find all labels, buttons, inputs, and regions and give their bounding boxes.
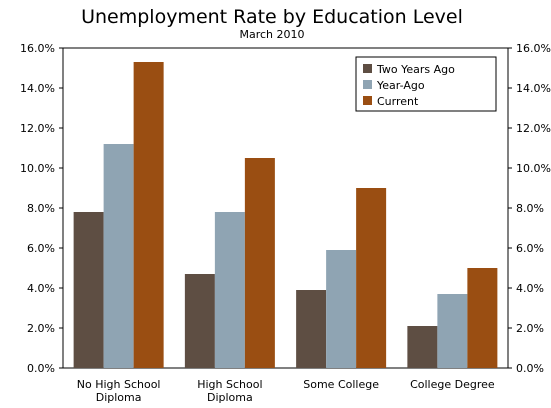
legend-label: Current bbox=[377, 95, 419, 108]
y-tick-label-right: 10.0% bbox=[516, 162, 551, 175]
y-tick-label-right: 16.0% bbox=[516, 42, 551, 55]
y-tick-label-left: 8.0% bbox=[27, 202, 55, 215]
bar-year-ago-1 bbox=[214, 212, 245, 368]
bar-year-ago-3 bbox=[437, 294, 468, 368]
y-tick-label-left: 16.0% bbox=[20, 42, 55, 55]
y-tick-label-right: 6.0% bbox=[516, 242, 544, 255]
y-tick-label-left: 10.0% bbox=[20, 162, 55, 175]
bar-current-1 bbox=[244, 158, 275, 368]
bar-two-years-ago-3 bbox=[407, 326, 438, 368]
legend-box bbox=[355, 56, 497, 112]
bar-two-years-ago-1 bbox=[184, 274, 215, 368]
y-tick-label-right: 4.0% bbox=[516, 282, 544, 295]
bar-current-2 bbox=[356, 188, 387, 368]
y-tick-label-left: 4.0% bbox=[27, 282, 55, 295]
bar-current-3 bbox=[467, 268, 498, 368]
bar-year-ago-0 bbox=[103, 144, 134, 368]
bar-current-0 bbox=[133, 62, 164, 368]
x-category-label: Diploma bbox=[96, 391, 142, 404]
bar-two-years-ago-0 bbox=[73, 212, 104, 368]
y-tick-label-left: 2.0% bbox=[27, 322, 55, 335]
chart-title: Unemployment Rate by Education Level bbox=[81, 6, 463, 28]
legend-swatch bbox=[363, 64, 372, 73]
x-category-label: No High School bbox=[77, 378, 161, 391]
bar-year-ago-2 bbox=[326, 250, 357, 368]
bar-two-years-ago-2 bbox=[296, 290, 327, 368]
y-tick-label-right: 14.0% bbox=[516, 82, 551, 95]
legend-label: Year-Ago bbox=[376, 79, 425, 92]
y-tick-label-right: 12.0% bbox=[516, 122, 551, 135]
y-tick-label-left: 12.0% bbox=[20, 122, 55, 135]
plot-area: 0.0% 0.0% 2.0% 2.0% 4.0% 4.0% 6.0% 6.0% 8.0% 8.0%… bbox=[20, 42, 551, 404]
x-category-label: Some College bbox=[303, 378, 379, 391]
x-category-label: College Degree bbox=[410, 378, 495, 391]
y-tick-label-right: 2.0% bbox=[516, 322, 544, 335]
y-tick-label-left: 6.0% bbox=[27, 242, 55, 255]
x-category-label: Diploma bbox=[207, 391, 253, 404]
legend-swatch bbox=[363, 80, 372, 89]
legend-label: Two Years Ago bbox=[376, 63, 455, 76]
y-tick-label-left: 0.0% bbox=[27, 362, 55, 375]
chart-subtitle: March 2010 bbox=[239, 28, 304, 41]
x-category-label: High School bbox=[197, 378, 262, 391]
legend-swatch bbox=[363, 96, 372, 105]
y-tick-label-left: 14.0% bbox=[20, 82, 55, 95]
y-tick-label-right: 8.0% bbox=[516, 202, 544, 215]
y-tick-label-right: 0.0% bbox=[516, 362, 544, 375]
